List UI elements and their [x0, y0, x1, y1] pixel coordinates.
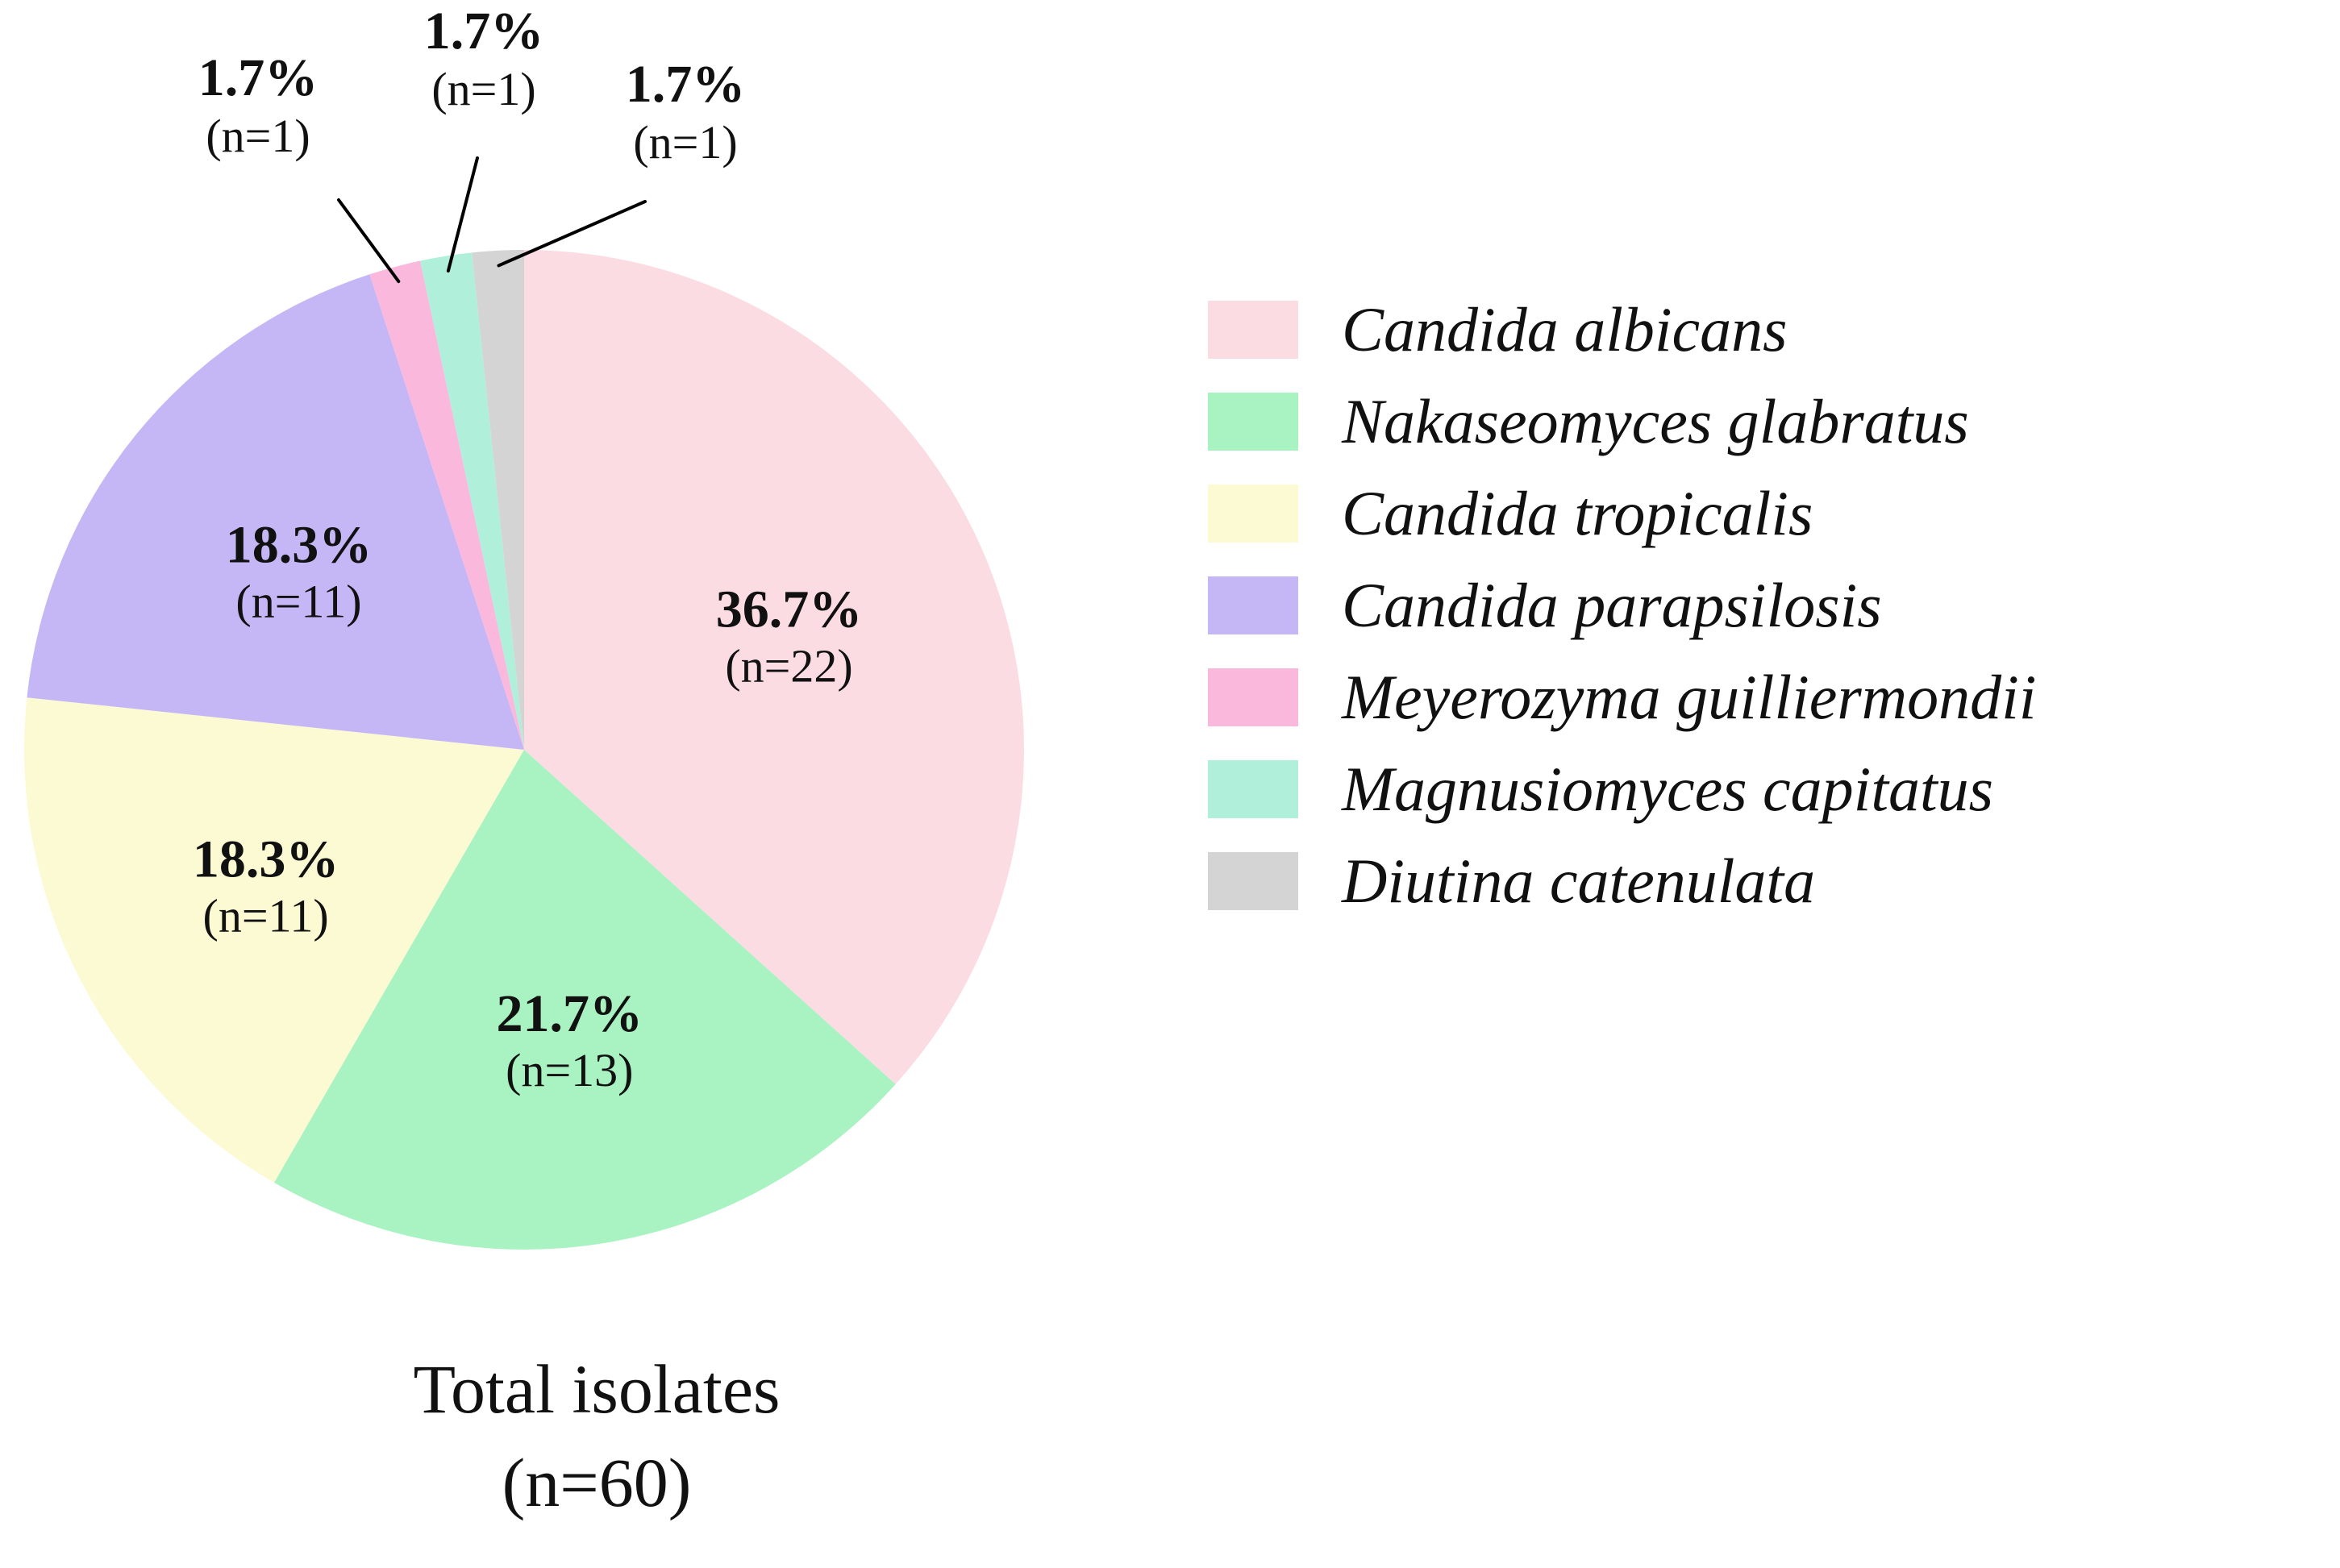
slice-n-label-parapsilosis: (n=11)	[235, 576, 361, 628]
legend-swatch-diutina-catenulata	[1208, 852, 1298, 910]
legend-label: Candida albicans	[1342, 294, 1788, 364]
chart-title: Total isolates (n=60)	[234, 1342, 960, 1529]
legend-item-magnusiomyces-capitatus: Magnusiomyces capitatus	[1208, 743, 2036, 835]
slice-n-label-tropicalis: (n=11)	[203, 889, 329, 942]
legend-label: Nakaseomyces glabratus	[1342, 386, 1969, 456]
pie-slice-catenulata	[472, 250, 524, 750]
legend-swatch-candida-tropicalis	[1208, 485, 1298, 543]
slice-percent-label-tropicalis: 18.3%	[193, 830, 339, 888]
pie-slice-albicans	[524, 250, 1024, 1084]
legend-swatch-magnusiomyces-capitatus	[1208, 760, 1298, 818]
leader-line-catenulata	[497, 200, 647, 268]
slice-n-label-capitatus: (n=1)	[431, 63, 535, 115]
slice-n-label-guilliermondii: (n=1)	[206, 110, 310, 162]
legend-item-diutina-catenulata: Diutina catenulata	[1208, 835, 2036, 927]
slice-percent-label-capitatus: 1.7%	[424, 2, 544, 60]
leader-line-guilliermondii	[337, 198, 401, 284]
slice-n-label-catenulata: (n=1)	[633, 116, 737, 168]
legend-swatch-candida-parapsilosis	[1208, 576, 1298, 634]
legend-label: Diutina catenulata	[1342, 846, 1816, 916]
legend-item-nakaseomyces-glabratus: Nakaseomyces glabratus	[1208, 376, 2036, 468]
chart-title-line1: Total isolates	[413, 1350, 781, 1428]
legend-label: Candida tropicalis	[1342, 478, 1813, 548]
slice-percent-label-glabratus: 21.7%	[497, 984, 643, 1043]
legend-swatch-meyerozyma-guilliermondii	[1208, 668, 1298, 726]
legend-swatch-candida-albicans	[1208, 301, 1298, 359]
pie-slice-capitatus	[420, 252, 524, 750]
pie-slice-tropicalis	[24, 697, 524, 1183]
slice-percent-label-catenulata: 1.7%	[626, 55, 746, 114]
pie-slices	[24, 250, 1024, 1250]
pie-slice-parapsilosis	[27, 274, 524, 750]
legend-swatch-nakaseomyces-glabratus	[1208, 393, 1298, 451]
slice-percent-label-parapsilosis: 18.3%	[226, 516, 373, 575]
legend-item-candida-albicans: Candida albicans	[1208, 284, 2036, 376]
pie-slice-guilliermondii	[369, 260, 524, 750]
slice-n-label-glabratus: (n=13)	[506, 1044, 633, 1096]
pie-slice-glabratus	[274, 750, 896, 1250]
slice-percent-label-guilliermondii: 1.7%	[198, 48, 319, 107]
chart-title-line2: (n=60)	[502, 1444, 692, 1521]
legend-item-candida-parapsilosis: Candida parapsilosis	[1208, 559, 2036, 651]
pie-slice-labels: 36.7%(n=22)21.7%(n=13)18.3%(n=11)18.3%(n…	[193, 2, 862, 1096]
leader-line-capitatus	[446, 156, 479, 272]
pie-chart-svg: 36.7%(n=22)21.7%(n=13)18.3%(n=11)18.3%(n…	[24, 2, 1024, 1250]
legend-item-candida-tropicalis: Candida tropicalis	[1208, 468, 2036, 559]
legend-label: Meyerozyma guilliermondii	[1342, 662, 2037, 732]
legend-item-meyerozyma-guilliermondii: Meyerozyma guilliermondii	[1208, 651, 2036, 743]
slice-percent-label-albicans: 36.7%	[716, 580, 863, 639]
pie-chart: 36.7% (n=22) 21.7% (n=13) 18.3% (n=11) 18.3% (n…	[0, 0, 1129, 1290]
slice-n-label-albicans: (n=22)	[725, 640, 852, 692]
legend: Candida albicans Nakaseomyces glabratus …	[1208, 284, 2036, 927]
legend-label: Candida parapsilosis	[1342, 570, 1882, 640]
legend-label: Magnusiomyces capitatus	[1342, 754, 1994, 824]
